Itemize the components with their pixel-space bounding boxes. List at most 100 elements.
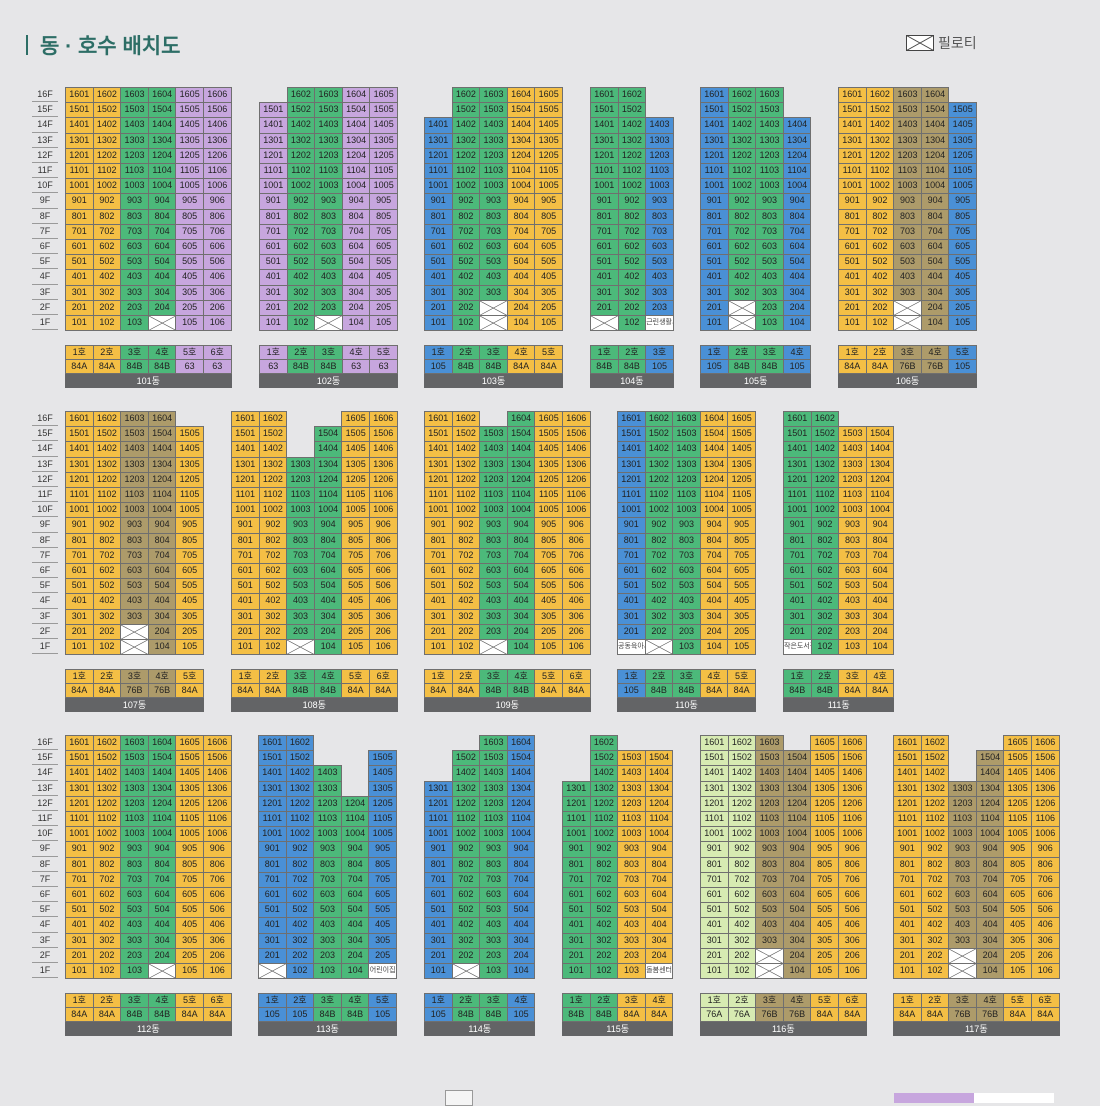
unit-cell[interactable]: 305 — [368, 932, 397, 949]
unit-cell[interactable]: 903 — [617, 841, 646, 858]
unit-cell[interactable]: 202 — [92, 623, 122, 640]
unit-cell[interactable]: 504 — [147, 902, 177, 919]
unit-cell[interactable]: 1601 — [700, 735, 729, 752]
unit-cell[interactable]: 1204 — [506, 471, 536, 488]
unit-cell[interactable]: 1205 — [175, 795, 204, 812]
unit-cell[interactable]: 101 — [231, 639, 260, 656]
unit-cell[interactable]: 1601 — [893, 735, 922, 752]
unit-cell[interactable]: 804 — [147, 208, 177, 225]
unit-cell[interactable]: 1103 — [120, 163, 149, 180]
unit-cell[interactable]: 704 — [506, 871, 536, 888]
unit-cell[interactable]: 1205 — [175, 471, 204, 488]
unit-cell[interactable]: 701 — [65, 547, 94, 564]
unit-cell[interactable]: 1406 — [369, 441, 398, 458]
unit-cell[interactable]: 701 — [838, 223, 867, 240]
unit-cell[interactable]: 1003 — [755, 178, 784, 195]
unit-cell[interactable]: 1505 — [534, 102, 563, 119]
unit-cell[interactable]: 1302 — [258, 456, 288, 473]
unit-cell[interactable]: 104 — [506, 315, 536, 332]
unit-cell[interactable]: 1203 — [948, 795, 977, 812]
unit-cell[interactable]: 1403 — [120, 117, 149, 134]
unit-cell[interactable]: 302 — [92, 932, 122, 949]
unit-cell[interactable]: 506 — [838, 902, 867, 919]
unit-cell[interactable]: 903 — [120, 193, 149, 210]
unit-cell[interactable]: 1001 — [65, 826, 94, 843]
unit-cell[interactable]: 1002 — [865, 178, 895, 195]
unit-cell[interactable]: 903 — [948, 841, 977, 858]
unit-cell[interactable]: 904 — [147, 517, 177, 534]
unit-cell[interactable]: 1202 — [589, 795, 619, 812]
unit-cell[interactable]: 201 — [783, 623, 812, 640]
unit-cell[interactable]: 1403 — [314, 117, 343, 134]
unit-cell[interactable]: 706 — [562, 547, 591, 564]
unit-cell[interactable]: 505 — [1003, 902, 1032, 919]
unit-cell[interactable]: 1406 — [838, 765, 867, 782]
unit-cell[interactable]: 1304 — [644, 780, 674, 797]
unit-cell[interactable]: 1602 — [92, 411, 122, 428]
unit-cell[interactable]: 1302 — [920, 780, 950, 797]
unit-cell[interactable]: 1205 — [341, 471, 370, 488]
unit-cell[interactable]: 1304 — [975, 780, 1005, 797]
unit-cell[interactable]: 501 — [65, 254, 94, 271]
unit-cell[interactable]: 303 — [755, 932, 784, 949]
unit-cell[interactable]: 1302 — [285, 780, 315, 797]
unit-cell[interactable]: 102 — [865, 315, 895, 332]
unit-cell[interactable]: 1301 — [893, 780, 922, 797]
unit-cell[interactable]: 1102 — [286, 163, 316, 180]
unit-cell[interactable]: 1105 — [175, 487, 204, 504]
unit-cell[interactable]: 1203 — [120, 147, 149, 164]
unit-cell[interactable]: 503 — [120, 578, 149, 595]
unit-cell[interactable]: 1603 — [755, 87, 784, 104]
unit-cell[interactable]: 1001 — [700, 826, 729, 843]
unit-cell[interactable]: 1405 — [175, 765, 204, 782]
unit-cell[interactable]: 401 — [424, 593, 453, 610]
unit-cell[interactable]: 306 — [838, 932, 867, 949]
unit-cell[interactable]: 1106 — [369, 487, 398, 504]
unit-cell[interactable]: 404 — [147, 593, 177, 610]
unit-cell[interactable]: 405 — [727, 593, 756, 610]
unit-cell[interactable]: 1303 — [838, 456, 867, 473]
unit-cell[interactable]: 1203 — [286, 471, 315, 488]
unit-cell[interactable]: 204 — [920, 299, 950, 316]
unit-cell[interactable]: 901 — [65, 517, 94, 534]
unit-cell[interactable]: 402 — [644, 593, 674, 610]
unit-cell[interactable]: 304 — [147, 608, 177, 625]
unit-cell[interactable]: 1604 — [506, 411, 536, 428]
unit-cell[interactable]: 1401 — [617, 441, 646, 458]
unit-cell[interactable]: 303 — [479, 932, 508, 949]
unit-cell[interactable]: 1304 — [865, 456, 895, 473]
unit-cell[interactable]: 304 — [506, 284, 536, 301]
unit-cell[interactable]: 1602 — [451, 87, 481, 104]
unit-cell[interactable]: 905 — [175, 841, 204, 858]
unit-cell[interactable]: 1205 — [810, 795, 839, 812]
unit-cell[interactable]: 502 — [451, 254, 481, 271]
unit-cell[interactable]: 704 — [782, 871, 812, 888]
unit-cell[interactable]: 204 — [644, 947, 674, 964]
unit-cell[interactable]: 502 — [644, 578, 674, 595]
unit-cell[interactable]: 402 — [286, 269, 316, 286]
unit-cell[interactable]: 104 — [340, 963, 370, 980]
unit-cell[interactable]: 1502 — [451, 750, 481, 767]
unit-cell[interactable]: 1001 — [424, 826, 453, 843]
unit-cell[interactable]: 1503 — [120, 750, 149, 767]
unit-cell[interactable]: 1602 — [92, 87, 122, 104]
unit-cell[interactable]: 903 — [755, 193, 784, 210]
unit-cell[interactable]: 1106 — [203, 163, 232, 180]
unit-cell[interactable]: 802 — [865, 208, 895, 225]
unit-cell[interactable]: 302 — [644, 608, 674, 625]
unit-cell[interactable]: 1402 — [92, 441, 122, 458]
unit-cell[interactable]: 1104 — [506, 163, 536, 180]
unit-cell[interactable]: 1103 — [838, 487, 867, 504]
unit-cell[interactable]: 1304 — [782, 132, 812, 149]
unit-cell[interactable]: 301 — [258, 932, 287, 949]
unit-cell[interactable]: 403 — [120, 593, 149, 610]
unit-cell[interactable]: 505 — [175, 902, 204, 919]
unit-cell[interactable]: 1601 — [65, 87, 94, 104]
unit-cell[interactable]: 206 — [1031, 947, 1060, 964]
unit-cell[interactable]: 802 — [92, 532, 122, 549]
unit-cell[interactable]: 1502 — [865, 102, 895, 119]
unit-cell[interactable]: 1603 — [672, 411, 701, 428]
unit-cell[interactable]: 1304 — [341, 132, 371, 149]
unit-cell[interactable]: 102 — [727, 963, 757, 980]
unit-cell[interactable]: 704 — [506, 223, 536, 240]
